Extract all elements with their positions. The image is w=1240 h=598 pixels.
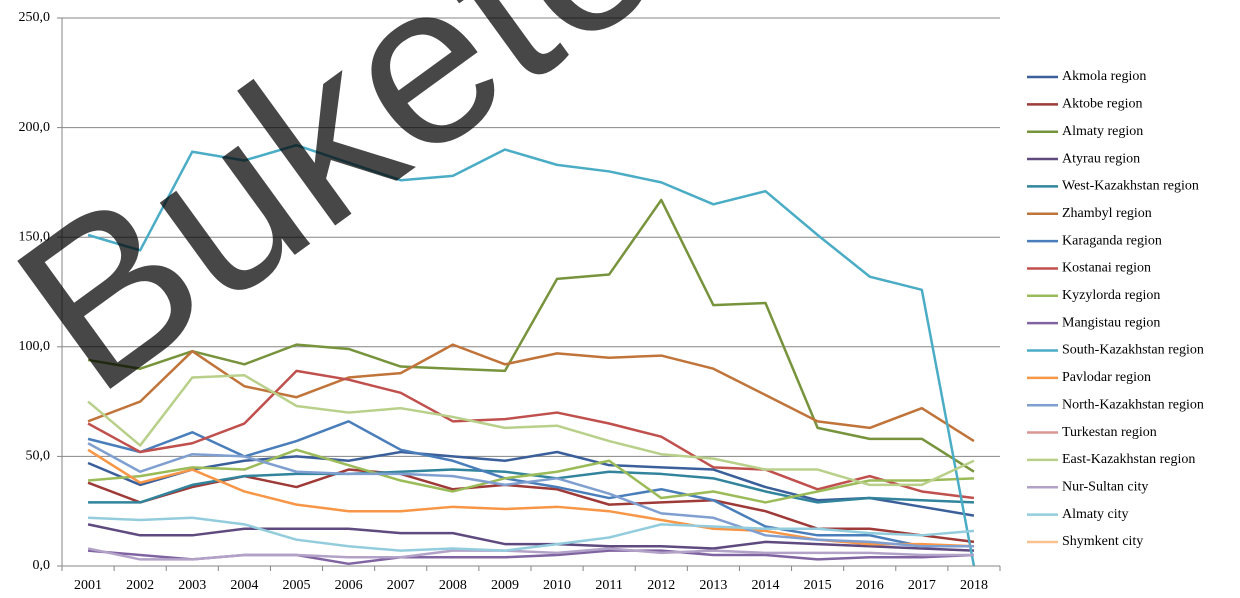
y-tick-label: 50,0 bbox=[26, 449, 51, 464]
x-tick-label: 2002 bbox=[126, 578, 154, 593]
legend-label: Kyzylorda region bbox=[1062, 288, 1160, 303]
y-tick-label: 100,0 bbox=[19, 339, 51, 354]
legend-label: Nur-Sultan city bbox=[1062, 479, 1148, 494]
x-tick-label: 2016 bbox=[856, 578, 884, 593]
y-tick-label: 150,0 bbox=[19, 229, 51, 244]
x-tick-label: 2010 bbox=[543, 578, 571, 593]
x-tick-label: 2018 bbox=[960, 578, 988, 593]
x-tick-label: 2007 bbox=[387, 578, 415, 593]
x-tick-label: 2015 bbox=[804, 578, 832, 593]
series-line bbox=[87, 442, 974, 548]
series-line bbox=[87, 343, 975, 443]
series-line bbox=[87, 198, 975, 473]
x-tick-label: 2006 bbox=[335, 578, 363, 593]
legend-label: Karaganda region bbox=[1062, 233, 1162, 248]
x-tick-label: 2005 bbox=[283, 578, 311, 593]
series-line bbox=[87, 143, 976, 567]
x-tick-label: 2008 bbox=[439, 578, 467, 593]
y-tick-label: 0,0 bbox=[33, 558, 51, 573]
legend-label: Zhambyl region bbox=[1062, 206, 1152, 221]
series-line bbox=[87, 450, 975, 517]
series-line bbox=[87, 547, 974, 561]
legend-label: Kostanai region bbox=[1062, 261, 1151, 276]
series-line bbox=[88, 516, 975, 552]
legend-label: Akmola region bbox=[1062, 69, 1146, 84]
legend-label: Shymkent city bbox=[1062, 534, 1143, 549]
legend-label: Aktobe region bbox=[1062, 97, 1142, 112]
x-tick-label: 2011 bbox=[595, 578, 622, 593]
legend-label: Almaty region bbox=[1062, 124, 1143, 139]
x-tick-label: 2009 bbox=[491, 578, 519, 593]
watermark: Buketo bbox=[0, 0, 703, 440]
x-tick-label: 2017 bbox=[908, 578, 936, 593]
series-line bbox=[87, 374, 975, 487]
x-tick-label: 2012 bbox=[647, 578, 675, 593]
legend-label: Almaty city bbox=[1062, 507, 1129, 522]
x-tick-label: 2013 bbox=[699, 578, 727, 593]
legend-label: North-Kazakhstan region bbox=[1062, 397, 1204, 412]
legend-label: Mangistau region bbox=[1062, 315, 1160, 330]
series-line bbox=[87, 369, 975, 500]
x-tick-label: 2004 bbox=[230, 578, 258, 593]
y-tick-label: 250,0 bbox=[19, 10, 51, 25]
legend-label: Atyrau region bbox=[1062, 151, 1140, 166]
legend-label: West-Kazakhstan region bbox=[1062, 179, 1199, 194]
legend-label: Turkestan region bbox=[1062, 425, 1157, 440]
x-tick-label: 2001 bbox=[74, 578, 102, 593]
legend-label: Pavlodar region bbox=[1062, 370, 1151, 385]
legend-label: South-Kazakhstan region bbox=[1062, 343, 1204, 358]
series-line bbox=[87, 523, 974, 552]
series-line bbox=[87, 448, 974, 504]
y-tick-label: 200,0 bbox=[19, 120, 51, 135]
legend-label: East-Kazakhstan region bbox=[1062, 452, 1195, 467]
x-tick-label: 2003 bbox=[178, 578, 206, 593]
x-tick-label: 2014 bbox=[752, 578, 780, 593]
